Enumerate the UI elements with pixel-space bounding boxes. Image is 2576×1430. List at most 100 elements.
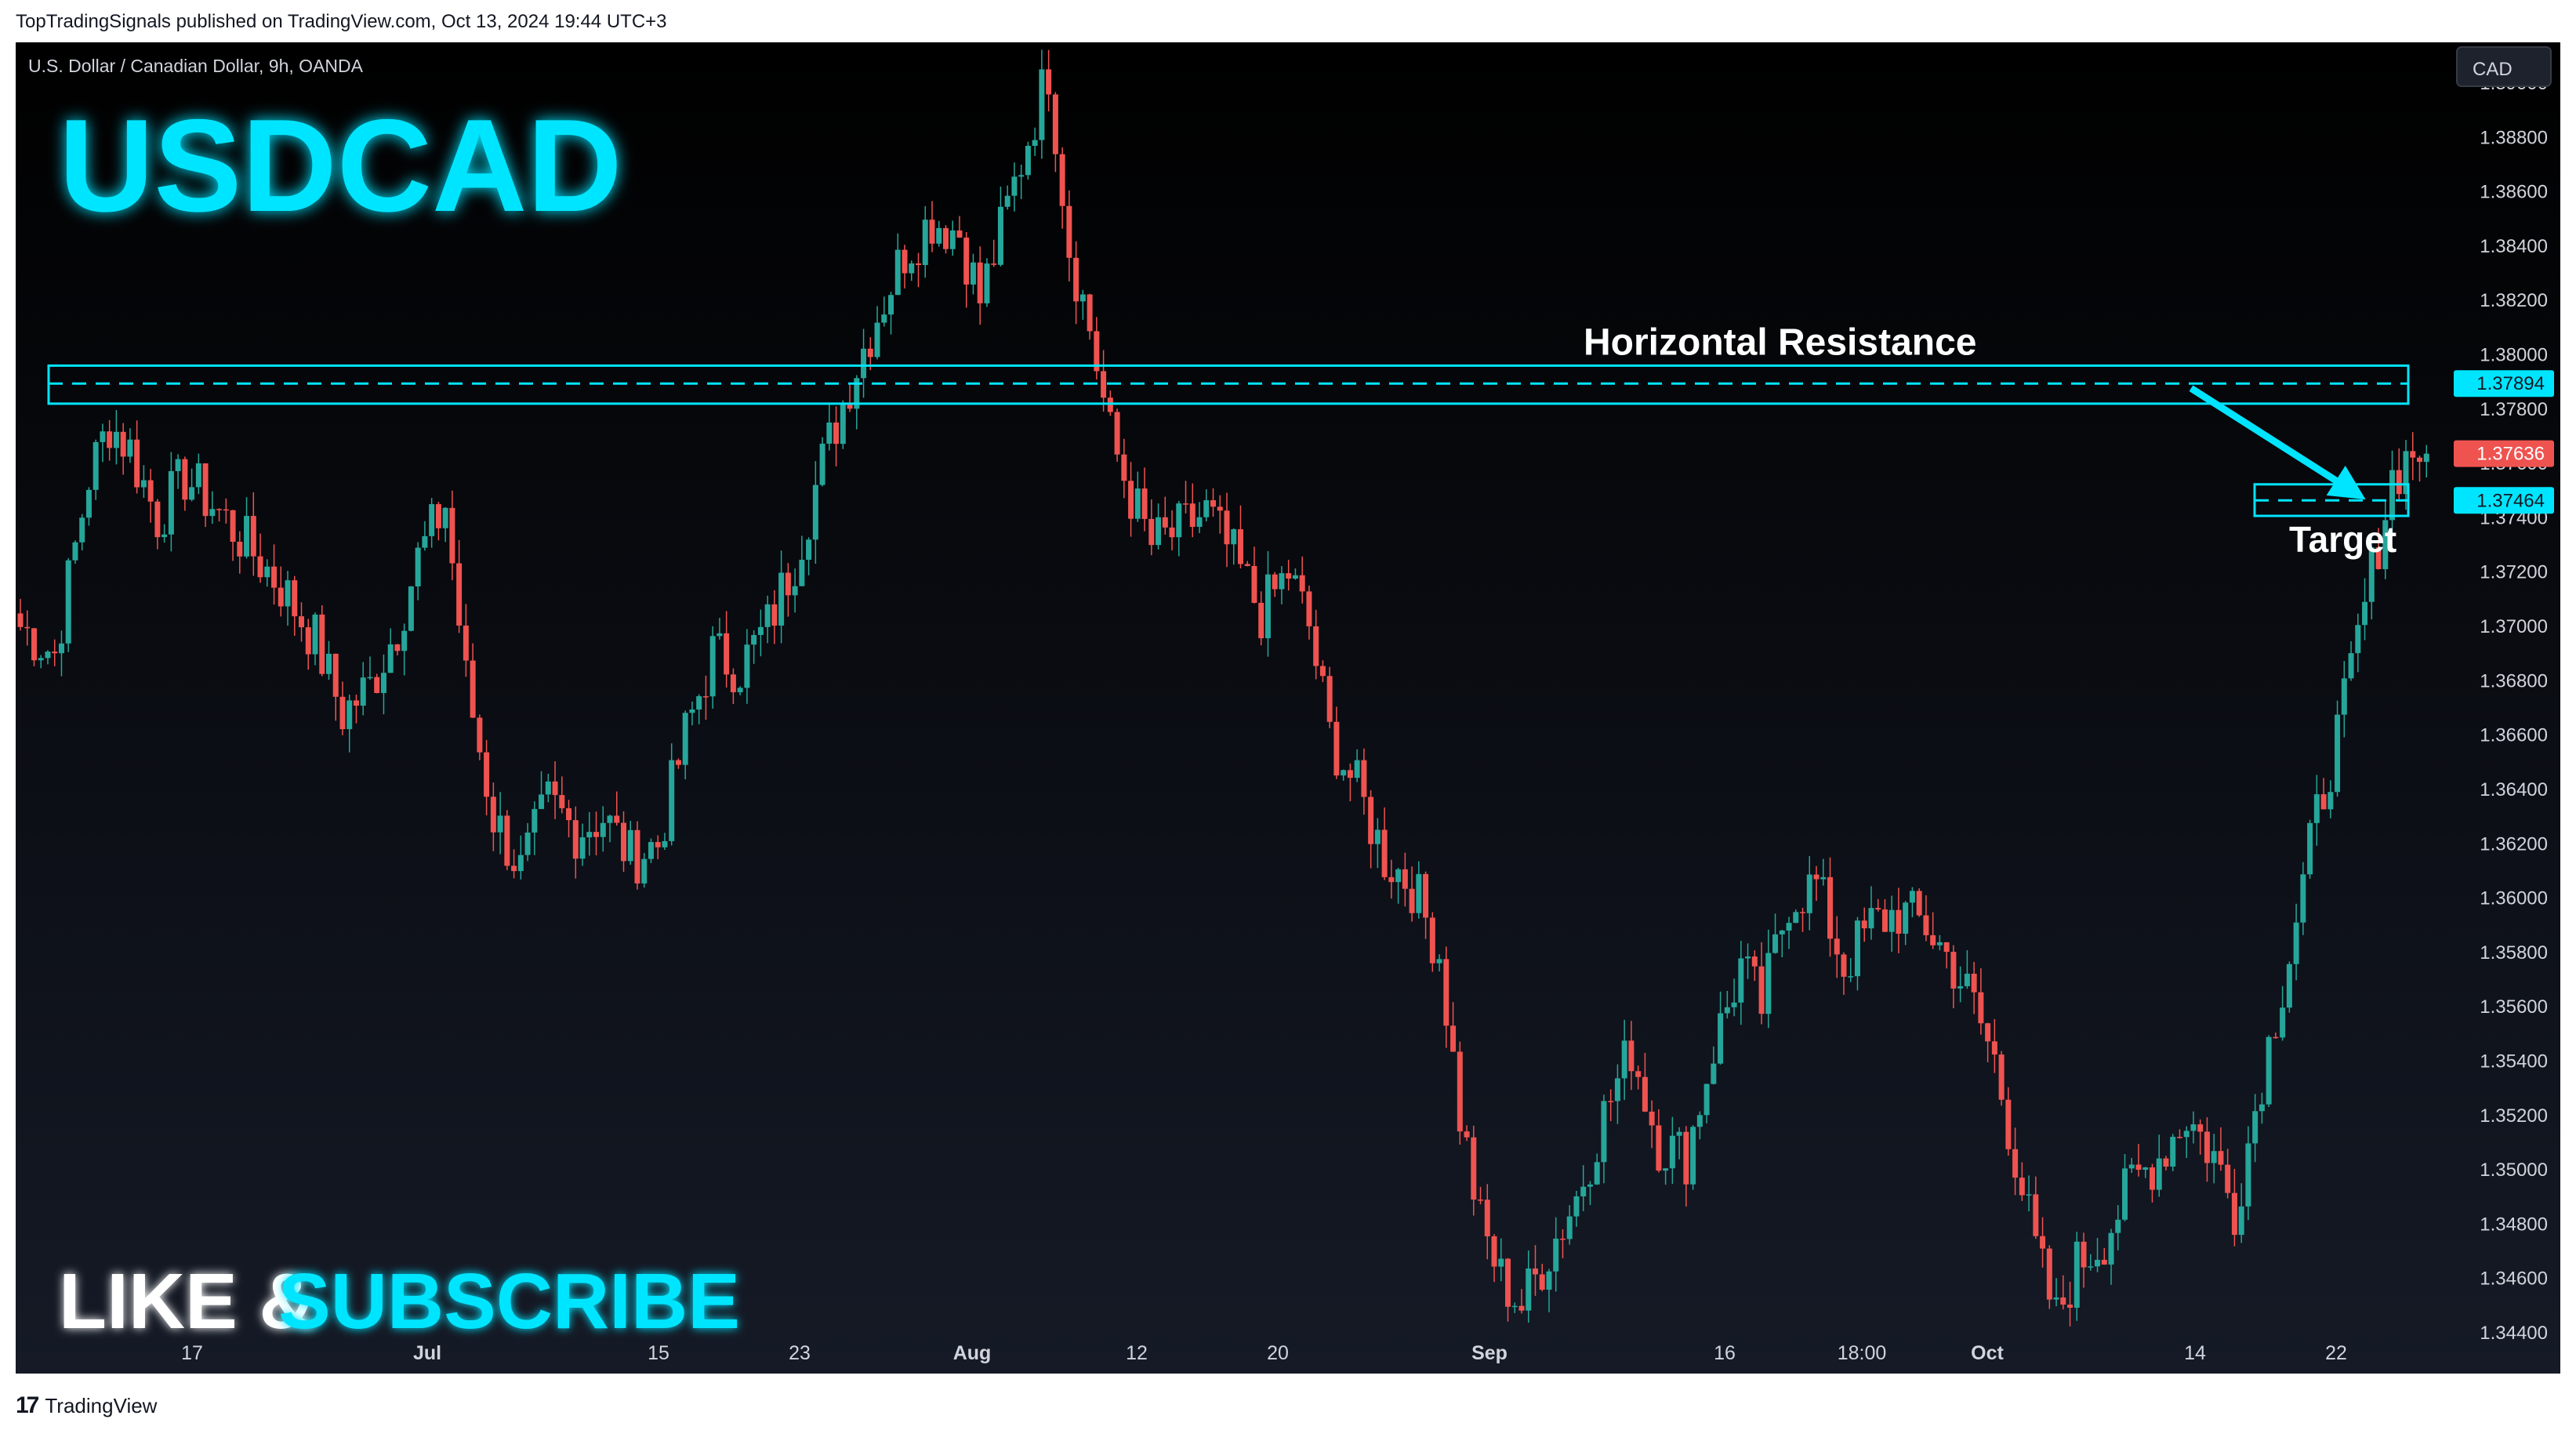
candle-body bbox=[1272, 574, 1278, 590]
candle-body bbox=[1909, 891, 1915, 903]
candle-body bbox=[621, 822, 626, 862]
candle-body bbox=[415, 547, 421, 586]
footer[interactable]: 17 TradingView bbox=[16, 1392, 157, 1419]
candle-body bbox=[353, 700, 359, 706]
candle-body bbox=[1416, 873, 1422, 913]
candle-body bbox=[2273, 1036, 2279, 1039]
candle-body bbox=[867, 348, 873, 358]
candle-body bbox=[490, 797, 496, 833]
candle-body bbox=[1319, 666, 1326, 677]
candle-body bbox=[209, 509, 216, 517]
candle-body bbox=[2396, 470, 2402, 495]
candle-body bbox=[72, 542, 78, 561]
candle-body bbox=[785, 572, 791, 596]
candle-body bbox=[2197, 1124, 2204, 1132]
candle-body bbox=[1943, 942, 1950, 953]
candle-body bbox=[175, 459, 181, 471]
candle-body bbox=[154, 501, 161, 538]
big-title: USDCAD bbox=[59, 92, 622, 239]
candle-body bbox=[463, 625, 469, 661]
candle-body bbox=[949, 230, 956, 249]
candle-body bbox=[1484, 1200, 1490, 1236]
candle-body bbox=[120, 431, 126, 457]
candle-body bbox=[1279, 573, 1285, 590]
candle-body bbox=[2122, 1168, 2128, 1220]
candle-body bbox=[1745, 956, 1751, 959]
candle-body bbox=[374, 677, 380, 693]
time-tick-label: 18:00 bbox=[1838, 1342, 1887, 1364]
currency-badge[interactable]: CAD bbox=[2473, 59, 2513, 80]
candle-body bbox=[1395, 869, 1402, 883]
footer-brand[interactable]: TradingView bbox=[45, 1393, 158, 1417]
candle-body bbox=[1176, 503, 1182, 538]
time-tick-label: 15 bbox=[648, 1342, 669, 1364]
candle-body bbox=[689, 709, 695, 713]
candle-body bbox=[2053, 1297, 2059, 1300]
candle-body bbox=[1148, 518, 1155, 546]
candle-body bbox=[394, 644, 401, 651]
candle-body bbox=[532, 808, 538, 833]
time-tick-label: 20 bbox=[1267, 1342, 1289, 1364]
candle-body bbox=[778, 572, 785, 626]
candle-body bbox=[1450, 1025, 1457, 1052]
candlestick-chart[interactable]: 1.34400 1.34600 1.34800 1.35000 1.35200 1.354… bbox=[16, 42, 2560, 1374]
candle-body bbox=[552, 781, 558, 796]
candle-body bbox=[79, 517, 85, 543]
candle-body bbox=[2280, 1007, 2286, 1038]
candle-body bbox=[195, 463, 201, 488]
candle-body bbox=[593, 832, 600, 837]
candle-body bbox=[299, 616, 305, 628]
candle-body bbox=[1526, 1268, 1532, 1311]
candle-body bbox=[1011, 176, 1018, 196]
candle-body bbox=[250, 516, 256, 557]
candle-body bbox=[922, 220, 928, 266]
candle-body bbox=[230, 510, 236, 542]
candle-body bbox=[1964, 973, 1970, 986]
candle-body bbox=[1251, 565, 1257, 603]
candle-body bbox=[874, 322, 880, 358]
candle-body bbox=[339, 696, 346, 730]
candle-body bbox=[1786, 923, 1792, 931]
chart-area[interactable]: 1.34400 1.34600 1.34800 1.35000 1.35200 1.354… bbox=[16, 42, 2560, 1374]
candle-body bbox=[696, 696, 702, 710]
candle-body bbox=[1134, 488, 1141, 519]
candle-body bbox=[2410, 451, 2416, 458]
candle-body bbox=[744, 644, 750, 688]
candle-body bbox=[1676, 1131, 1682, 1136]
tradingview-logo-icon[interactable]: 17 bbox=[16, 1392, 39, 1418]
candle-body bbox=[31, 628, 37, 661]
candle-body bbox=[1313, 626, 1319, 666]
time-axis[interactable]: 17 Jul 15 23 Aug 12 20 Sep 16 18:00 Oct 14 22 bbox=[181, 1342, 2347, 1364]
currency-badge-box[interactable] bbox=[2456, 46, 2552, 87]
price-axis[interactable]: 1.34400 1.34600 1.34800 1.35000 1.35200 1.354… bbox=[2454, 73, 2554, 1344]
target-label: Target bbox=[2289, 519, 2396, 560]
candle-body bbox=[1813, 874, 1820, 880]
candle-body bbox=[2012, 1149, 2019, 1178]
candle-body bbox=[360, 677, 366, 706]
candle-body bbox=[1333, 721, 1340, 776]
candle-body bbox=[470, 660, 476, 718]
candle-body bbox=[1436, 959, 1442, 964]
candle-body bbox=[1101, 371, 1107, 398]
candle-body bbox=[1224, 510, 1230, 545]
candle-body bbox=[545, 781, 551, 795]
candle-body bbox=[627, 829, 633, 862]
candle-body bbox=[2101, 1259, 2107, 1265]
candle-body bbox=[1491, 1236, 1497, 1267]
candle-body bbox=[991, 263, 997, 265]
candle-body bbox=[93, 441, 99, 490]
candle-body bbox=[497, 815, 503, 833]
price-tick-label: 1.38800 bbox=[2480, 127, 2548, 148]
candle-body bbox=[984, 263, 990, 303]
candle-body bbox=[1217, 506, 1223, 511]
candle-body bbox=[1827, 877, 1833, 939]
candle-body bbox=[1231, 529, 1237, 545]
candles-layer bbox=[17, 49, 2429, 1327]
candle-body bbox=[1128, 481, 1134, 519]
candle-body bbox=[757, 626, 764, 635]
candle-body bbox=[655, 842, 661, 847]
candle-body bbox=[614, 815, 620, 823]
candle-body bbox=[1875, 908, 1881, 910]
candle-body bbox=[1025, 146, 1031, 176]
price-tick-label: 1.36200 bbox=[2480, 833, 2548, 855]
